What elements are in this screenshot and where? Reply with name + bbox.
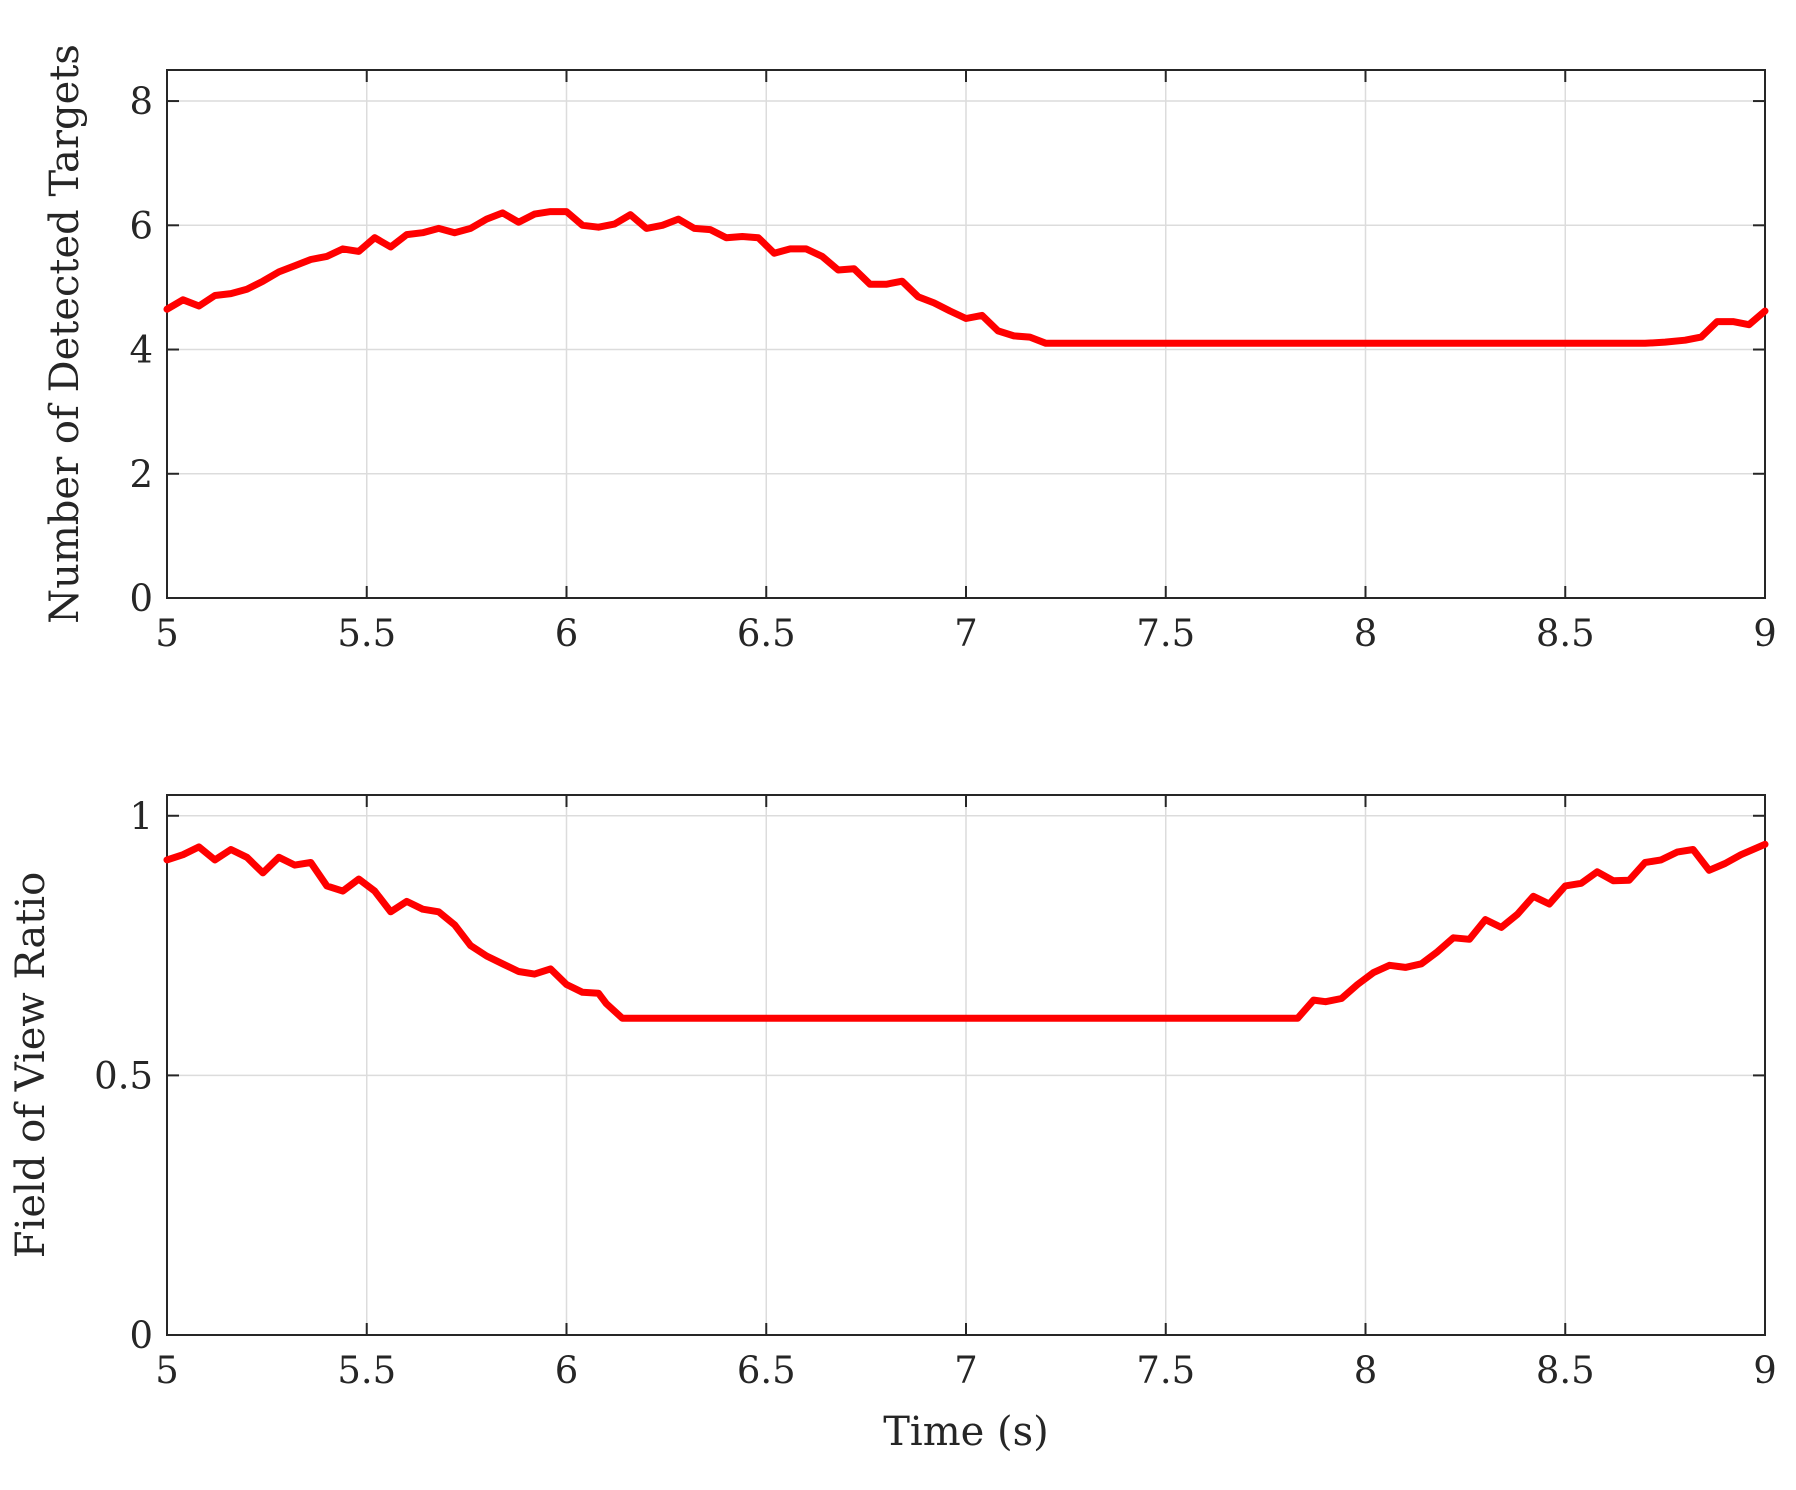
x-tick-label: 7.5 — [1136, 612, 1195, 655]
x-tick-label: 7 — [954, 1349, 978, 1392]
x-tick-label: 6 — [555, 1349, 579, 1392]
series-line — [163, 208, 1769, 347]
x-tick-label: 6.5 — [737, 612, 796, 655]
x-tick-label: 9 — [1753, 1349, 1777, 1392]
x-tick-label: 5.5 — [337, 1349, 396, 1392]
x-tick-label: 6.5 — [737, 1349, 796, 1392]
x-tick-label: 7 — [954, 612, 978, 655]
x-tick-label: 7.5 — [1136, 1349, 1195, 1392]
x-tick-label: 5 — [155, 612, 179, 655]
y-tick-label: 0 — [129, 1314, 153, 1357]
x-tick-label: 6 — [555, 612, 579, 655]
y-tick-label: 0.5 — [94, 1054, 153, 1097]
y-tick-label: 6 — [129, 204, 153, 247]
y-tick-label: 8 — [129, 80, 153, 123]
x-tick-label: 9 — [1753, 612, 1777, 655]
x-tick-label: 8.5 — [1536, 612, 1595, 655]
chart-field-of-view-ratio: 5 5.5 6 6.5 7 7.5 8 8.5 9 0 0.5 1 Field of View Rati… — [8, 794, 1777, 1455]
x-tick-label: 8 — [1354, 1349, 1378, 1392]
y-tick-label: 0 — [129, 577, 153, 620]
x-tick-label: 5.5 — [337, 612, 396, 655]
y-axis-label: Field of View Ratio — [8, 872, 54, 1258]
series-line — [163, 840, 1769, 1022]
x-tick-label: 8.5 — [1536, 1349, 1595, 1392]
chart-detected-targets: 5 5.5 6 6.5 7 7.5 8 8.5 9 0 2 4 6 8 Number of Detected… — [42, 44, 1777, 655]
x-tick-label: 8 — [1354, 612, 1378, 655]
y-tick-label: 2 — [129, 453, 153, 496]
y-axis-label: Number of Detected Targets — [42, 44, 88, 624]
x-tick-label: 5 — [155, 1349, 179, 1392]
y-tick-label: 4 — [129, 329, 153, 372]
y-tick-label: 1 — [129, 795, 153, 838]
x-axis-label: Time (s) — [883, 1409, 1049, 1455]
